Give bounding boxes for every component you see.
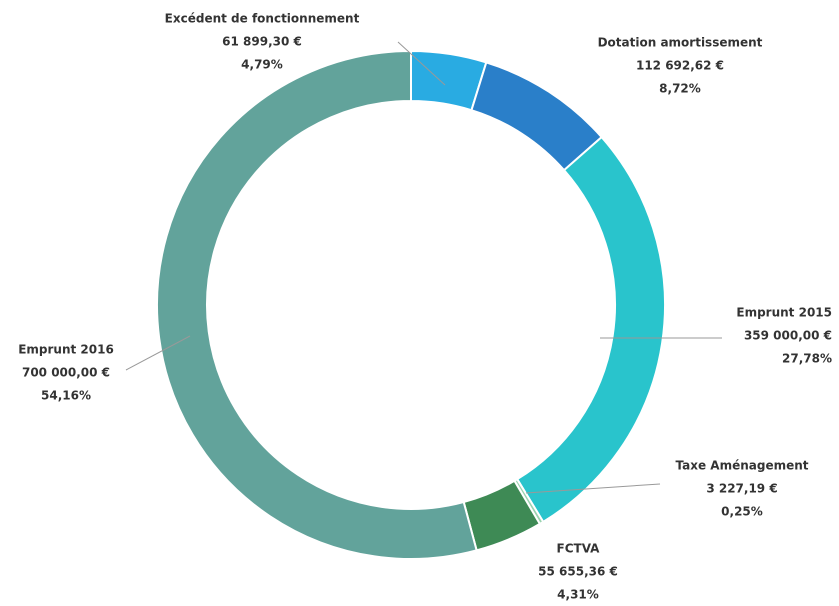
- slice-value-label: 700 000,00 €: [22, 366, 110, 380]
- slice-percent-label: 4,31%: [557, 588, 599, 602]
- slice-percent-label: 54,16%: [41, 389, 91, 403]
- slice-percent-label: 8,72%: [659, 82, 701, 96]
- slice-label: Dotation amortissement: [598, 36, 763, 50]
- slice: [156, 49, 478, 560]
- slice-percent-label: 4,79%: [241, 58, 283, 72]
- slice-label: FCTVA: [557, 542, 601, 556]
- labels: Excédent de fonctionnement 61 899,30 € 4,7…: [18, 12, 832, 602]
- slice-label: Emprunt 2015: [736, 306, 832, 320]
- slice-label: Taxe Aménagement: [675, 459, 808, 473]
- slice-value-label: 112 692,62 €: [636, 59, 724, 73]
- slice-value-label: 61 899,30 €: [222, 35, 302, 49]
- slice-label: Emprunt 2016: [18, 343, 114, 357]
- slice: [515, 135, 666, 524]
- slice-percent-label: 0,25%: [721, 505, 763, 519]
- slices: [156, 49, 666, 560]
- slice-percent-label: 27,78%: [782, 352, 832, 366]
- slice-value-label: 55 655,36 €: [538, 565, 618, 579]
- leader-line: [397, 41, 446, 86]
- slice-label: Excédent de fonctionnement: [165, 12, 360, 26]
- slice-value-label: 3 227,19 €: [706, 482, 777, 496]
- leader-line: [125, 335, 191, 371]
- leader-line: [525, 483, 661, 494]
- slice-value-label: 359 000,00 €: [744, 329, 832, 343]
